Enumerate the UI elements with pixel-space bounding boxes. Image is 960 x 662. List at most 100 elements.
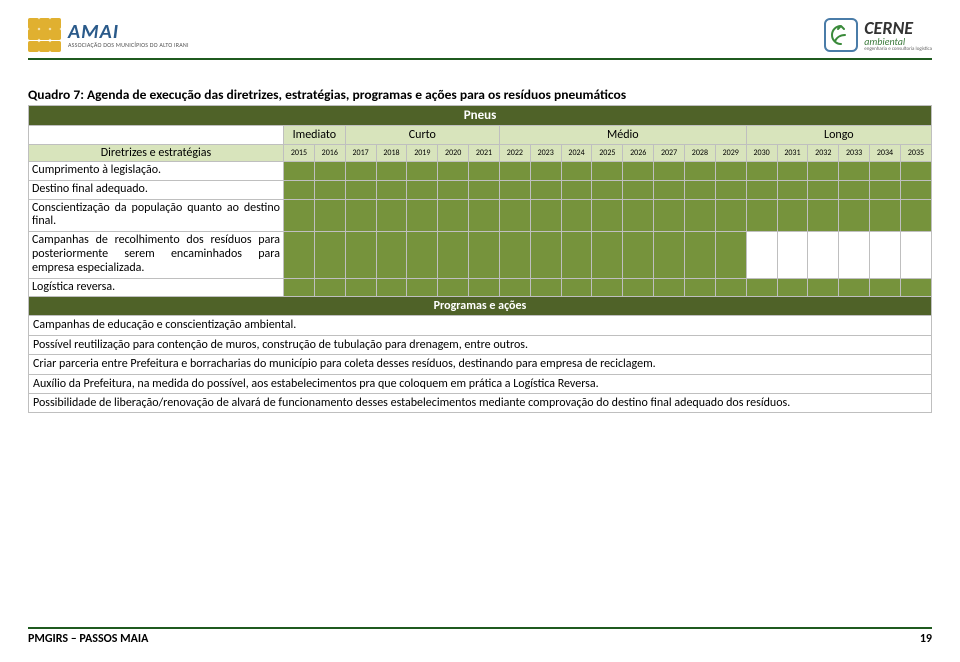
timeline-cell [839,199,870,232]
timeline-cell [777,278,808,297]
year-cell: 2029 [715,145,746,162]
strategy-label: Campanhas de recolhimento dos resíduos p… [29,232,284,278]
timeline-cell [715,162,746,181]
timeline-cell [314,278,345,297]
horizon-longo: Longo [746,126,931,145]
timeline-cell [561,162,592,181]
year-cell: 2015 [284,145,315,162]
strategy-label: Logística reversa. [29,278,284,297]
programa-text: Criar parceria entre Prefeitura e borrac… [29,355,932,374]
timeline-cell [715,232,746,278]
timeline-cell [777,232,808,278]
programa-row: Criar parceria entre Prefeitura e borrac… [29,355,932,374]
timeline-cell [530,232,561,278]
timeline-cell [376,199,407,232]
timeline-cell [839,232,870,278]
timeline-cell [715,278,746,297]
timeline-cell [684,162,715,181]
cerne-name: CERNE [864,19,932,37]
programa-text: Campanhas de educação e conscientização … [29,316,932,335]
strategy-row: Cumprimento à legislação. [29,162,932,181]
timeline-cell [561,199,592,232]
timeline-cell [870,162,901,181]
programas-header-row: Programas e ações [29,297,932,316]
year-cell: 2017 [345,145,376,162]
programas-header-cell: Programas e ações [29,297,932,316]
strategy-label: Conscientização da população quanto ao d… [29,199,284,232]
timeline-cell [561,180,592,199]
timeline-cell [438,162,469,181]
timeline-cell [499,232,530,278]
timeline-cell [839,278,870,297]
year-cell: 2035 [900,145,931,162]
year-cell: 2027 [654,145,685,162]
strategy-label: Cumprimento à legislação. [29,162,284,181]
footer-right: 19 [920,632,932,646]
timeline-cell [777,199,808,232]
timeline-cell [623,232,654,278]
timeline-cell [654,180,685,199]
timeline-cell [469,180,500,199]
cerne-subtitle: ambiental [864,37,932,47]
year-cell: 2016 [314,145,345,162]
timeline-cell [407,162,438,181]
timeline-cell [900,180,931,199]
timeline-cell [314,199,345,232]
year-cell: 2021 [469,145,500,162]
footer-left: PMGIRS – PASSOS MAIA [28,632,148,646]
timeline-cell [592,232,623,278]
year-cell: 2024 [561,145,592,162]
timeline-cell [469,232,500,278]
year-cell: 2030 [746,145,777,162]
timeline-cell [870,180,901,199]
cerne-icon [824,18,858,52]
page-header: AMAI ASSOCIAÇÃO DOS MUNICÍPIOS DO ALTO I… [28,18,932,52]
timeline-cell [530,162,561,181]
timeline-cell [561,278,592,297]
timeline-cell [469,162,500,181]
pneus-header-cell: Pneus [29,106,932,126]
horizon-empty [29,126,284,145]
timeline-cell [376,278,407,297]
timeline-cell [530,278,561,297]
timeline-cell [345,162,376,181]
timeline-cell [592,278,623,297]
timeline-cell [684,232,715,278]
timeline-cell [839,180,870,199]
timeline-cell [715,199,746,232]
timeline-cell [746,180,777,199]
agenda-table: Pneus Imediato Curto Médio Longo Diretri… [28,105,932,413]
timeline-cell [870,199,901,232]
timeline-cell [314,180,345,199]
timeline-cell [499,162,530,181]
diretrizes-label: Diretrizes e estratégias [29,145,284,162]
page-footer: PMGIRS – PASSOS MAIA 19 [28,627,932,646]
cerne-tagline: engenharia e consultoria logística [864,47,932,52]
strategy-row: Logística reversa. [29,278,932,297]
timeline-cell [900,162,931,181]
timeline-cell [284,162,315,181]
timeline-cell [438,180,469,199]
timeline-cell [438,199,469,232]
timeline-cell [808,232,839,278]
timeline-cell [345,278,376,297]
timeline-cell [654,162,685,181]
timeline-cell [530,199,561,232]
timeline-cell [345,199,376,232]
timeline-cell [314,232,345,278]
timeline-cell [654,199,685,232]
strategy-label: Destino final adequado. [29,180,284,199]
timeline-cell [345,232,376,278]
timeline-cell [900,199,931,232]
timeline-cell [808,199,839,232]
timeline-cell [376,180,407,199]
timeline-cell [407,180,438,199]
timeline-cell [469,278,500,297]
amai-subtitle: ASSOCIAÇÃO DOS MUNICÍPIOS DO ALTO IRANI [68,42,189,48]
timeline-cell [530,180,561,199]
timeline-cell [345,180,376,199]
timeline-cell [499,180,530,199]
timeline-cell [623,199,654,232]
horizon-imediato: Imediato [284,126,346,145]
timeline-cell [654,232,685,278]
